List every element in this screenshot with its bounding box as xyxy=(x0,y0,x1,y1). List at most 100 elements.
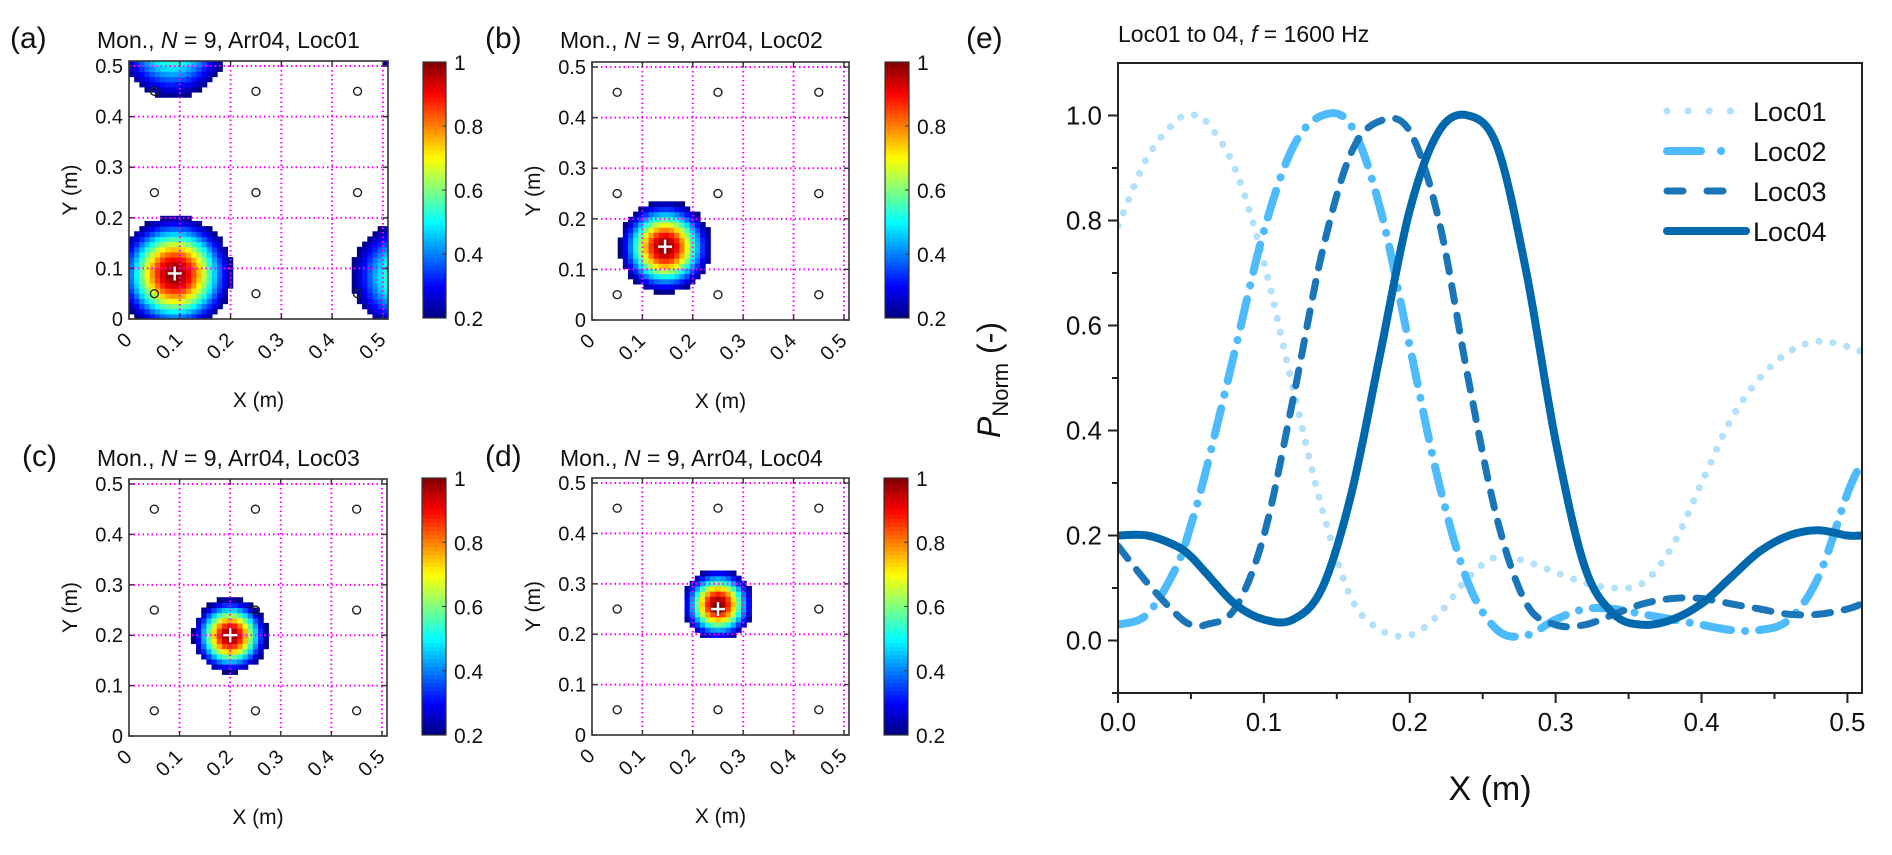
colorbar-segment xyxy=(885,190,909,195)
colorbar-segment xyxy=(884,718,908,724)
heatmap-cell xyxy=(653,242,660,249)
heatmap-cell xyxy=(165,81,172,88)
heatmap-cell xyxy=(175,313,182,320)
heatmap-cell xyxy=(684,206,691,213)
heatmap-cell xyxy=(170,293,177,299)
heatmap-cell xyxy=(211,612,218,619)
heatmap-cell xyxy=(730,570,737,577)
colorbar-segment xyxy=(422,650,446,656)
heatmap-cell xyxy=(694,258,701,264)
heatmap-cell xyxy=(237,633,244,639)
heatmap-cell xyxy=(658,232,665,239)
microphone-marker xyxy=(149,86,160,97)
heatmap-cell xyxy=(663,216,670,223)
heatmap-cell xyxy=(221,648,228,655)
colorbar-segment xyxy=(885,170,909,175)
heatmap-cell xyxy=(694,596,701,602)
colorbar-tick-label: 1 xyxy=(916,468,928,491)
heatmap-cell xyxy=(149,277,156,284)
microphone-marker xyxy=(713,188,723,199)
heatmap-cell xyxy=(725,606,732,613)
heatmap-cell xyxy=(139,246,146,253)
microphone-marker xyxy=(149,289,160,299)
x-tick-label: 0.3 xyxy=(715,330,750,365)
heatmap-cell xyxy=(382,298,389,305)
heatmap-cell xyxy=(367,246,374,253)
heatmap-cell xyxy=(725,632,732,638)
heatmap-cell xyxy=(196,226,203,232)
heatmap-cell xyxy=(206,251,213,258)
heatmap-cell xyxy=(196,617,202,624)
heatmap-cell xyxy=(735,580,742,587)
heatmap-cell xyxy=(154,71,161,78)
heatmap-cell xyxy=(175,220,182,227)
colorbar-segment xyxy=(422,550,446,555)
heatmap-cell xyxy=(242,622,249,629)
axes-frame xyxy=(591,477,850,736)
heatmap-cell xyxy=(684,247,691,254)
heatmap-cell xyxy=(165,308,172,315)
heatmap-cell xyxy=(175,226,182,232)
colorbar-segment xyxy=(884,554,908,559)
heatmap-cell xyxy=(165,91,172,98)
heatmap-cell xyxy=(679,237,686,244)
heatmap-cell xyxy=(180,288,187,294)
heatmap-cell xyxy=(160,220,166,227)
heatmap-cell xyxy=(715,621,722,628)
heatmap-cell xyxy=(638,232,644,239)
colorbar-segment xyxy=(884,602,908,607)
colorbar-segment xyxy=(884,598,908,603)
colorbar-segment xyxy=(884,546,908,551)
heatmap-cell xyxy=(144,277,151,284)
heatmap-cell xyxy=(684,616,691,623)
heatmap-cell xyxy=(221,638,228,645)
heatmap-cell xyxy=(356,251,363,258)
panel-label: (c) xyxy=(22,440,57,473)
heatmap-field xyxy=(129,61,389,320)
heatmap-cell xyxy=(139,303,146,310)
heatmap-cell xyxy=(689,580,696,587)
heatmap-cell xyxy=(211,638,218,645)
y-tick-label: 0.6 xyxy=(1066,311,1102,341)
heatmap-cell xyxy=(694,221,701,228)
colorbar-segment xyxy=(423,246,446,251)
heatmap-cell xyxy=(720,591,727,597)
heatmap-cell xyxy=(201,303,208,310)
heatmap-cell xyxy=(201,61,208,67)
microphone-marker xyxy=(352,289,363,299)
heatmap-cell xyxy=(144,66,151,72)
heatmap-cell xyxy=(679,227,686,233)
colorbar-segment xyxy=(423,230,446,235)
axes-frame xyxy=(591,61,850,321)
colorbar-segment xyxy=(422,702,446,708)
heatmap-cell xyxy=(746,596,752,602)
heatmap-cell xyxy=(134,251,140,258)
colorbar-segment xyxy=(885,102,909,107)
heatmap-cell xyxy=(149,241,156,248)
heatmap-cell xyxy=(725,591,732,597)
y-tick-label: 0.1 xyxy=(558,675,586,697)
heatmap-cell xyxy=(190,633,197,639)
heatmap-cell xyxy=(129,288,135,294)
colorbar-segment xyxy=(423,306,446,311)
heatmap-cell xyxy=(165,66,172,72)
heatmap-cell xyxy=(216,617,223,624)
heatmap-cell xyxy=(382,257,389,263)
heatmap-cell xyxy=(196,86,203,93)
heatmap-cell xyxy=(196,633,202,639)
heatmap-cell xyxy=(211,277,218,284)
heatmap-cell xyxy=(211,236,218,243)
heatmap-cell xyxy=(180,298,187,305)
colorbar-segment xyxy=(885,110,909,115)
legend: Loc01 Loc02 Loc03 Loc04 xyxy=(1663,97,1827,247)
y-axis-label: PNorm (-) xyxy=(971,322,1013,438)
heatmap-cell xyxy=(144,76,151,83)
heatmap-cell xyxy=(627,247,634,254)
heatmap-cell xyxy=(638,227,644,233)
heatmap-cell xyxy=(196,251,203,258)
heatmap-cell xyxy=(144,86,151,93)
heatmap-cell xyxy=(232,612,238,619)
heatmap-cell xyxy=(160,267,166,274)
heatmap-cell xyxy=(160,215,166,222)
heatmap-cell xyxy=(684,611,691,618)
